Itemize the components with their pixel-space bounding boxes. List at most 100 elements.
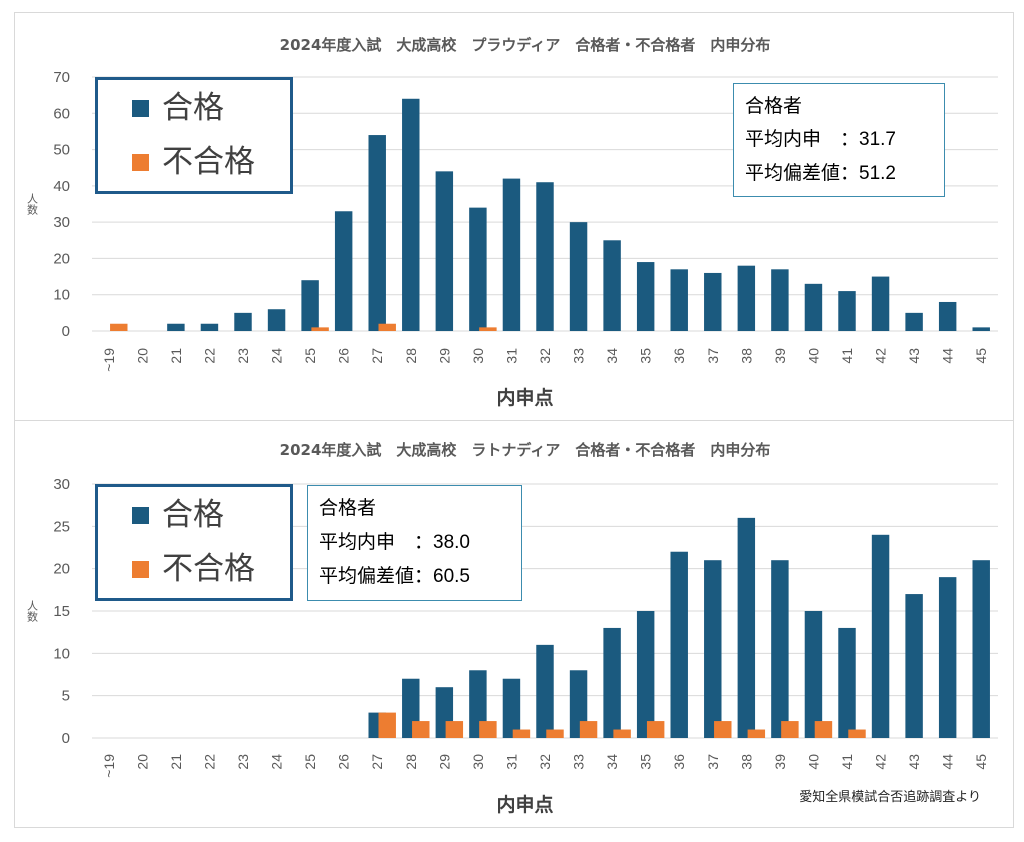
x-tick-label: 20 [134, 348, 150, 364]
bar-fail [479, 327, 497, 331]
x-tick-label: 41 [839, 348, 855, 364]
x-axis-label: 内申点 [496, 793, 553, 816]
bar-pass [636, 262, 655, 331]
x-tick-label: 45 [973, 348, 989, 364]
legend-label-pass: 合格 [162, 497, 224, 533]
x-tick-label: 45 [973, 754, 989, 770]
x-tick-label: 39 [772, 754, 788, 770]
bar-pass [704, 272, 722, 331]
stats-average: 平均内申 ：38.0 [319, 527, 470, 554]
x-tick-label: 32 [537, 348, 553, 364]
bar-fail [378, 323, 396, 331]
x-tick-label: 34 [604, 754, 620, 770]
bar-pass [737, 517, 756, 738]
bar-pass [469, 670, 487, 738]
legend-box: 合格 不合格 [95, 484, 293, 601]
bar-pass [603, 627, 621, 738]
y-axis-label: 人数 [26, 600, 39, 623]
legend-label-pass: 合格 [162, 90, 224, 126]
x-tick-label: 34 [604, 348, 620, 364]
bar-pass [234, 312, 252, 331]
x-tick-label: ~19 [101, 754, 117, 778]
x-tick-label: 28 [403, 754, 419, 770]
x-tick-label: 30 [470, 348, 486, 364]
bar-fail [848, 729, 866, 738]
y-tick-label: 5 [62, 688, 70, 705]
stats-average-label: 平均内申 [745, 128, 841, 150]
bar-pass [670, 551, 688, 738]
bar-fail [613, 729, 631, 738]
legend-swatch-fail [132, 561, 149, 578]
chart-ratnadia: 2024年度入試 大成高校 ラトナディア 合格者・不合格者 内申分布 0 5 10 15… [26, 441, 998, 816]
x-tick-label: 36 [671, 348, 687, 364]
x-tick-label: 28 [403, 348, 419, 364]
bar-pass [334, 211, 353, 331]
bar-pass [737, 265, 756, 331]
bar-pass [636, 611, 655, 738]
y-tick-label: 25 [53, 518, 70, 535]
x-tick-label: 41 [839, 754, 855, 770]
bar-pass [502, 678, 521, 738]
x-tick-label: 30 [470, 754, 486, 770]
x-tick-label: 42 [873, 348, 889, 364]
stats-box: 合格者 平均内申 ：31.7 平均偏差値：51.2 [733, 83, 945, 197]
bar-pass [670, 269, 688, 331]
legend-swatch-fail [132, 154, 149, 171]
x-tick-label: 31 [503, 348, 519, 364]
bar-pass [603, 240, 621, 331]
x-tick-label: 33 [571, 754, 587, 770]
chart-proudia: 2024年度入試 大成高校 プラウディア 合格者・不合格者 内申分布 0 10 20 3… [26, 36, 998, 409]
bar-fail [512, 729, 531, 738]
stats-deviation-value: ：60.5 [414, 566, 470, 587]
x-tick-label: 33 [571, 348, 587, 364]
bar-fail [378, 712, 396, 738]
legend-item-pass: 合格 [132, 500, 224, 531]
x-tick-label: 40 [805, 348, 821, 364]
bar-pass [569, 670, 588, 738]
bar-pass [368, 135, 386, 331]
x-tick-label: 32 [537, 754, 553, 770]
bar-pass [905, 594, 923, 738]
chart-title: 2024年度入試 大成高校 プラウディア 合格者・不合格者 内申分布 [280, 36, 771, 54]
bar-pass [771, 560, 789, 738]
legend-item-fail: 不合格 [132, 554, 255, 585]
bar-pass [704, 560, 722, 738]
y-tick-label: 70 [53, 69, 70, 86]
bar-pass [905, 312, 923, 331]
bar-pass [402, 98, 420, 332]
legend-swatch-pass [132, 507, 149, 524]
bar-fail [714, 721, 732, 738]
x-tick-label: 27 [369, 348, 385, 364]
x-tick-label: 21 [168, 348, 184, 364]
bar-pass [938, 577, 957, 738]
legend-label-fail: 不合格 [162, 144, 255, 180]
bar-pass [301, 280, 319, 331]
x-tick-label: 35 [638, 348, 654, 364]
x-tick-label: 25 [302, 754, 318, 770]
x-tick-label: 25 [302, 348, 318, 364]
stats-average-value: ：31.7 [840, 129, 896, 150]
chart-panel-ratnadia: 2024年度入試 大成高校 ラトナディア 合格者・不合格者 内申分布 0 5 10 15… [14, 420, 1014, 828]
y-tick-label: 15 [53, 603, 70, 620]
stats-average: 平均内申 ：31.7 [745, 124, 896, 151]
bar-pass [200, 323, 219, 331]
x-tick-label: 42 [873, 754, 889, 770]
y-tick-label: 10 [53, 645, 70, 662]
bar-fail [814, 721, 833, 738]
stats-box: 合格者 平均内申 ：38.0 平均偏差値：60.5 [307, 485, 522, 601]
x-tick-label: 26 [336, 754, 352, 770]
y-tick-label: 20 [53, 250, 70, 267]
legend-item-fail: 不合格 [132, 147, 255, 178]
legend-label-fail: 不合格 [162, 551, 255, 587]
bar-pass [838, 291, 856, 331]
legend-swatch-pass [132, 100, 149, 117]
bar-fail [781, 721, 799, 738]
x-tick-label: 29 [436, 754, 452, 770]
bar-pass [502, 178, 521, 331]
bar-pass [569, 222, 588, 331]
stats-average-label: 平均内申 [319, 531, 415, 553]
y-axis-label: 人数 [26, 193, 39, 216]
y-tick-label: 30 [53, 214, 70, 231]
bar-fail [747, 729, 766, 738]
x-tick-label: 22 [201, 348, 217, 364]
